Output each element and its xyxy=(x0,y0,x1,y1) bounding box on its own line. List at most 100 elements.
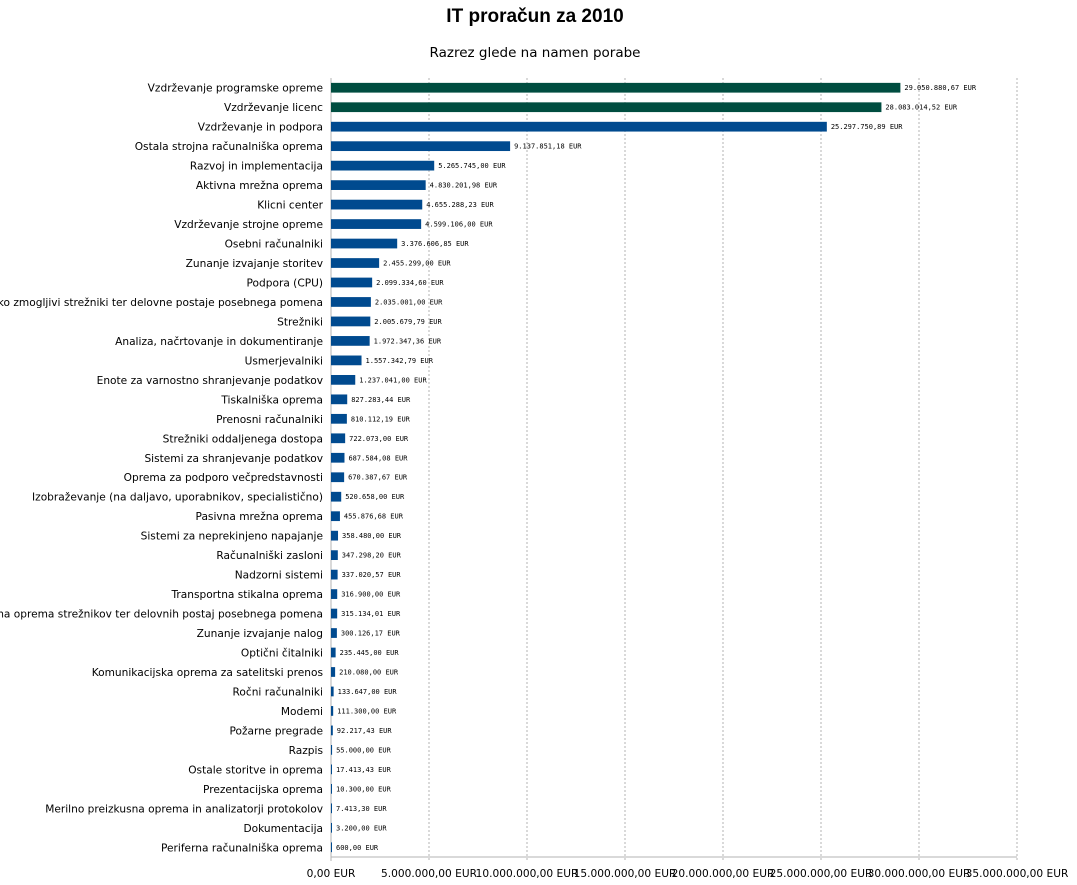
category-label: Ostala strojna računalniška oprema xyxy=(135,141,323,153)
bar xyxy=(331,491,342,502)
value-label: 455.876,68 EUR xyxy=(344,513,404,521)
bar xyxy=(331,667,336,677)
bar xyxy=(331,413,347,424)
category-label: Ostale storitve in oprema xyxy=(188,764,323,776)
category-label: Strežniki xyxy=(277,316,323,328)
value-label: 5.265.745,00 EUR xyxy=(438,162,506,170)
value-label: 4.599.106,00 EUR xyxy=(425,221,493,229)
value-label: 300.126,17 EUR xyxy=(341,630,401,638)
bar xyxy=(331,277,373,288)
x-tick-label: 10.000.000,00 EUR xyxy=(476,868,579,880)
x-tick-label: 0,00 EUR xyxy=(307,868,356,880)
category-label: Zunanje izvajanje nalog xyxy=(197,628,323,640)
value-label: 316.900,00 EUR xyxy=(341,591,401,599)
value-label: 10.300,00 EUR xyxy=(336,785,392,793)
category-label: Usmerjevalniki xyxy=(245,355,323,367)
value-label: 7.413,30 EUR xyxy=(336,805,387,813)
category-label: Vzdrževanje licenc xyxy=(224,102,323,114)
bar xyxy=(331,783,332,794)
chart-subtitle: Razrez glede na namen porabe xyxy=(430,45,641,61)
value-label: 1.557.342,79 EUR xyxy=(366,357,434,365)
category-label: Aktivna mrežna oprema xyxy=(196,180,323,192)
bar xyxy=(331,102,882,113)
bar xyxy=(331,530,339,541)
bar xyxy=(331,550,338,561)
bar xyxy=(331,745,333,755)
value-label: 25.297.750,89 EUR xyxy=(831,123,903,131)
value-label: 4.655.288,23 EUR xyxy=(426,201,494,209)
value-label: 55.000,00 EUR xyxy=(336,746,392,754)
category-label: Periferna računalniška oprema xyxy=(161,842,323,854)
value-label: 2.099.334,60 EUR xyxy=(376,279,444,287)
bar xyxy=(331,628,337,638)
bar xyxy=(331,589,338,599)
value-label: 2.005.679,79 EUR xyxy=(374,318,442,326)
value-label: 4.830.201,98 EUR xyxy=(430,182,498,190)
category-label: Sistemi za neprekinjeno napajanje xyxy=(141,531,323,543)
value-label: 600,00 EUR xyxy=(336,844,379,852)
value-label: 315.134,01 EUR xyxy=(341,610,401,618)
x-tick-label: 15.000.000,00 EUR xyxy=(574,868,677,880)
x-tick-label: 25.000.000,00 EUR xyxy=(770,868,873,880)
value-label: 2.455.299,00 EUR xyxy=(383,260,451,268)
category-label: Strežniki oddaljenega dostopa xyxy=(163,433,323,445)
category-label: Ročni računalniki xyxy=(233,686,324,698)
value-label: 9.137.851,18 EUR xyxy=(514,143,582,151)
value-label: 92.217,43 EUR xyxy=(337,727,393,735)
gridlines xyxy=(330,78,1018,861)
bar xyxy=(331,336,370,346)
bar xyxy=(331,686,334,697)
category-label: Požarne pregrade xyxy=(230,725,324,737)
value-label: 827.283,44 EUR xyxy=(351,396,411,404)
value-label: 2.035.001,00 EUR xyxy=(375,298,443,306)
bar xyxy=(331,706,334,716)
value-label: 210.080,00 EUR xyxy=(339,668,399,676)
value-label: 520.658,00 EUR xyxy=(345,493,405,501)
bar xyxy=(331,374,356,385)
value-label: 235.445,00 EUR xyxy=(340,649,400,657)
category-label: Tiskalniška oprema xyxy=(220,394,323,406)
category-label: Visoko zmogljivi strežniki ter delovne p… xyxy=(0,297,323,309)
bar xyxy=(331,121,827,132)
category-label: Vzdrževanje programske opreme xyxy=(148,83,323,95)
x-tick-label: 35.000.000,00 EUR xyxy=(966,868,1069,880)
category-label: Sistemi za shranjevanje podatkov xyxy=(144,453,323,465)
category-label: Osebni računalniki xyxy=(225,239,323,251)
bar xyxy=(331,608,338,619)
bar xyxy=(331,803,332,814)
category-label: Analiza, načrtovanje in dokumentiranje xyxy=(115,336,323,348)
bar xyxy=(331,725,333,736)
x-tick-label: 30.000.000,00 EUR xyxy=(868,868,971,880)
bar xyxy=(331,297,371,307)
category-label: Prezentacijska oprema xyxy=(203,784,323,796)
value-label: 28.083.014,52 EUR xyxy=(885,104,957,112)
category-label: Zunanje izvajanje storitev xyxy=(186,258,323,270)
category-label: Komunikacijska oprema za satelitski pren… xyxy=(92,667,323,679)
bar xyxy=(331,647,336,658)
category-label: Razvoj in implementacija xyxy=(190,161,323,173)
value-label: 29.050.880,67 EUR xyxy=(904,84,976,92)
value-label: 810.112,19 EUR xyxy=(351,415,411,423)
value-label: 133.647,00 EUR xyxy=(338,688,398,696)
bar xyxy=(331,238,398,249)
category-label: Periferna oprema strežnikov ter delovnih… xyxy=(0,609,323,621)
bar xyxy=(331,160,435,171)
bar xyxy=(331,82,901,93)
bar xyxy=(331,316,371,327)
category-label: Dokumentacija xyxy=(243,823,323,835)
value-label: 347.298,20 EUR xyxy=(342,552,402,560)
bar xyxy=(331,433,346,444)
category-label: Merilno preizkusna oprema in analizatorj… xyxy=(45,803,323,815)
value-labels: 29.050.880,67 EUR 28.083.014,52 EUR 25.297… xyxy=(336,84,977,852)
bar xyxy=(331,842,332,853)
value-label: 670.387,67 EUR xyxy=(348,474,408,482)
category-label: Računalniški zasloni xyxy=(216,550,323,562)
bar xyxy=(331,355,362,366)
x-tick-label: 5.000.000,00 EUR xyxy=(381,868,478,880)
value-label: 337.020,57 EUR xyxy=(342,571,402,579)
value-label: 1.237.041,00 EUR xyxy=(359,376,427,384)
bar xyxy=(331,452,345,463)
value-label: 358.480,00 EUR xyxy=(342,532,402,540)
category-labels: Vzdrževanje programske opreme Vzdrževanje… xyxy=(0,83,324,855)
